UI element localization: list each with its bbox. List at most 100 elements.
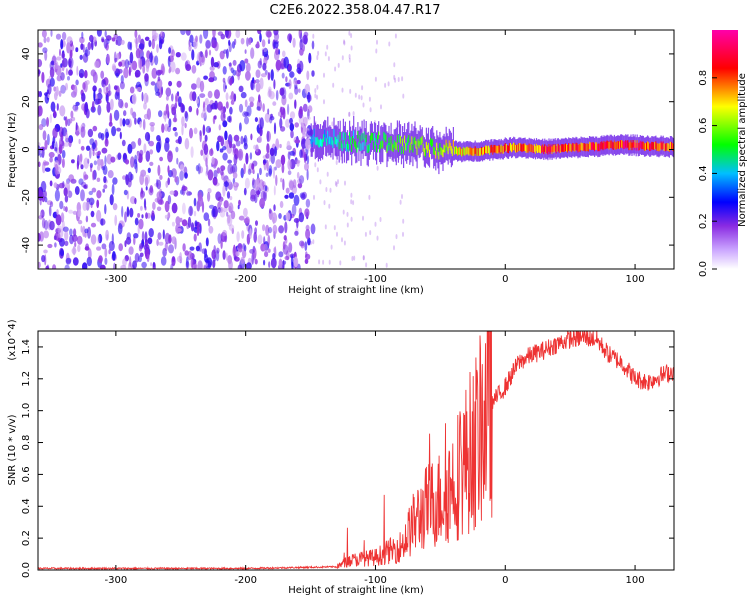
heatmap-cell — [189, 34, 194, 43]
heatmap-cell — [285, 187, 290, 194]
heatmap-cell — [249, 249, 255, 254]
ridge-core — [610, 140, 612, 148]
heatmap-cell — [325, 187, 328, 192]
heatmap-cell — [114, 214, 118, 226]
heatmap-cell — [69, 43, 75, 52]
ridge-core — [372, 141, 375, 150]
heatmap-cell — [185, 64, 192, 71]
heatmap-cell — [220, 112, 226, 122]
ridge-core — [501, 145, 503, 154]
heatmap-cell — [300, 193, 306, 201]
heatmap-cell — [134, 217, 139, 226]
heatmap-cell — [259, 167, 262, 176]
ridge-core — [646, 142, 648, 150]
heatmap-cell — [212, 76, 218, 81]
heatmap-cell — [229, 77, 233, 86]
heatmap-cell — [268, 226, 273, 234]
colorbar-tick-label: 0.2 — [698, 213, 709, 229]
ridge-core — [535, 143, 538, 152]
heatmap-cell — [231, 163, 238, 175]
heatmap-cell — [297, 182, 303, 189]
heatmap-cell — [171, 93, 174, 102]
heatmap-cell — [280, 106, 285, 116]
ridge-core — [594, 143, 596, 152]
heatmap-cell — [38, 42, 43, 48]
heatmap-cell — [282, 178, 285, 191]
heatmap-cell — [175, 216, 181, 226]
heatmap-cell — [207, 218, 211, 227]
ridge-core — [596, 142, 598, 150]
ridge-core — [581, 143, 583, 151]
heatmap-cell — [103, 38, 108, 49]
heatmap-cell — [168, 118, 172, 128]
ridge-core — [568, 143, 570, 151]
heatmap-cell — [361, 85, 364, 91]
heatmap-cell — [211, 39, 218, 49]
heatmap-cell — [298, 30, 302, 40]
heatmap-cell — [118, 98, 124, 109]
heatmap-cell — [129, 256, 132, 268]
ridge-core — [397, 144, 399, 153]
heatmap-cell — [135, 48, 141, 59]
heatmap-cell — [255, 69, 261, 78]
ridge-core — [624, 141, 626, 149]
heatmap-cell — [138, 218, 144, 230]
heatmap-cell — [263, 259, 266, 266]
heatmap-cell — [258, 179, 265, 192]
heatmap-cell — [362, 215, 364, 221]
heatmap-cell — [168, 244, 174, 254]
ridge-core — [545, 146, 547, 154]
heatmap-cell — [270, 257, 277, 269]
ridge-core — [350, 137, 352, 145]
heatmap-cell — [388, 41, 391, 47]
heatmap-cell — [40, 180, 47, 193]
heatmap-cell — [337, 179, 339, 185]
ridge-core — [668, 144, 670, 152]
x-tick-label: 100 — [626, 575, 645, 586]
heatmap-cell — [238, 85, 244, 93]
heatmap-cell — [346, 222, 349, 228]
heatmap-cell — [68, 69, 73, 76]
ridge-core — [523, 143, 525, 152]
heatmap-cell — [137, 137, 142, 146]
heatmap-cell — [148, 228, 154, 238]
heatmap-cell — [109, 194, 114, 206]
heatmap-cell — [323, 72, 325, 78]
x-tick-label: 0 — [502, 274, 508, 285]
heatmap-cell — [145, 212, 148, 220]
heatmap-cell — [98, 255, 103, 264]
ridge-core — [540, 145, 542, 154]
heatmap-cell — [132, 260, 138, 269]
heatmap-cell — [171, 236, 177, 245]
ridge-core — [505, 144, 507, 152]
heatmap-cell — [224, 30, 229, 38]
heatmap-cell — [316, 94, 318, 100]
heatmap-cell — [255, 79, 260, 84]
heatmap-cell — [188, 105, 193, 113]
heatmap-cell — [120, 39, 125, 45]
heatmap-cell — [241, 249, 247, 259]
ridge-core — [656, 143, 658, 151]
heatmap-cell — [212, 30, 216, 38]
ridge-core — [328, 137, 330, 145]
heatmap-cell — [222, 250, 226, 260]
heatmap-cell — [149, 185, 154, 194]
ridge-core — [600, 141, 602, 150]
heatmap-cell — [123, 67, 129, 79]
ridge-core — [615, 141, 618, 150]
ridge-core — [498, 144, 500, 153]
ridge-core — [459, 147, 461, 155]
heatmap-cell — [164, 200, 170, 213]
heatmap-cell — [350, 33, 353, 39]
heatmap-cell — [290, 254, 294, 267]
heatmap-cell — [64, 195, 69, 203]
heatmap-cell — [100, 70, 105, 80]
heatmap-cell — [148, 140, 154, 147]
ridge-core — [509, 143, 512, 151]
heatmap-cell — [132, 111, 137, 119]
ridge-core — [606, 140, 608, 149]
heatmap-cell — [245, 152, 249, 165]
heatmap-cell — [265, 153, 270, 159]
heatmap-cell — [280, 126, 286, 132]
heatmap-cell — [341, 237, 343, 243]
